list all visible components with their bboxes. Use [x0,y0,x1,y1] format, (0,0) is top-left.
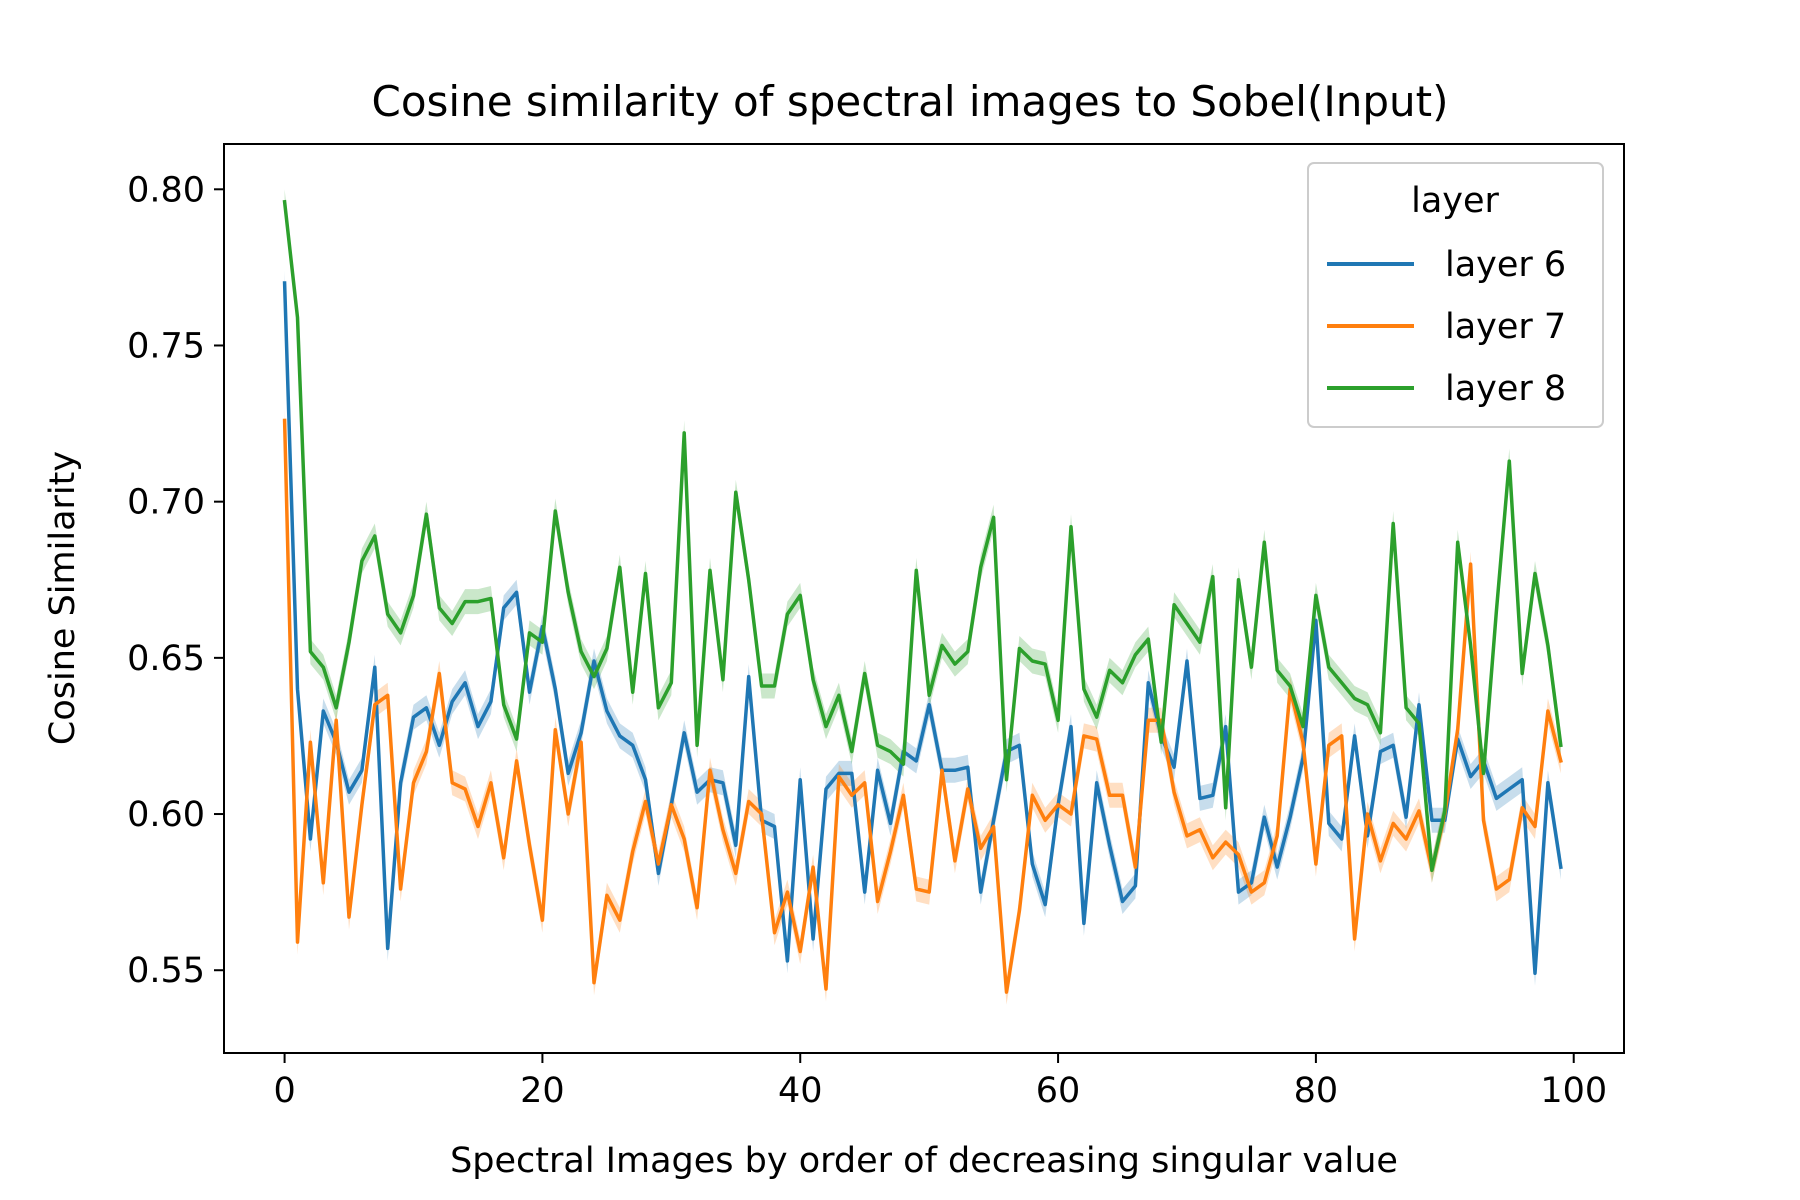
x-tick-label: 20 [520,1071,565,1111]
x-tick-label: 60 [1036,1071,1081,1111]
legend-label-layer-6: layer 6 [1445,245,1566,285]
x-tick-label: 80 [1294,1071,1339,1111]
series-lines [282,199,1563,994]
x-tick-label: 40 [778,1071,823,1111]
y-tick-label: 0.75 [127,326,205,366]
chart-title: Cosine similarity of spectral images to … [372,77,1449,126]
y-tick-label: 0.80 [127,170,205,210]
y-axis-label: Cosine Similarity [43,451,83,745]
legend-box [1307,162,1604,428]
y-tick-label: 0.70 [127,483,205,523]
x-tick-label: 100 [1540,1071,1607,1111]
x-axis: 0 20 40 60 80 100 [273,1053,1607,1111]
y-tick-label: 0.55 [127,951,205,991]
layer-7-band [284,408,1561,1005]
legend-label-layer-8: layer 8 [1445,369,1566,409]
confidence-bands [284,189,1561,1005]
layer-8-line [282,199,1563,873]
layer-7-line [282,418,1563,994]
plot-frame [223,143,1625,1054]
legend-label-layer-7: layer 7 [1445,307,1566,347]
x-axis-label: Spectral Images by order of decreasing s… [450,1141,1398,1181]
legend-title: layer [1411,181,1499,221]
y-axis: 0.55 0.60 0.65 0.70 0.75 0.80 [127,170,224,991]
legend: layer layer 6 layer 7 layer 8 [1307,162,1604,428]
y-tick-label: 0.60 [127,795,205,835]
x-tick-label: 0 [273,1071,295,1111]
layer-6-band [284,270,1561,986]
y-tick-label: 0.65 [127,639,205,679]
